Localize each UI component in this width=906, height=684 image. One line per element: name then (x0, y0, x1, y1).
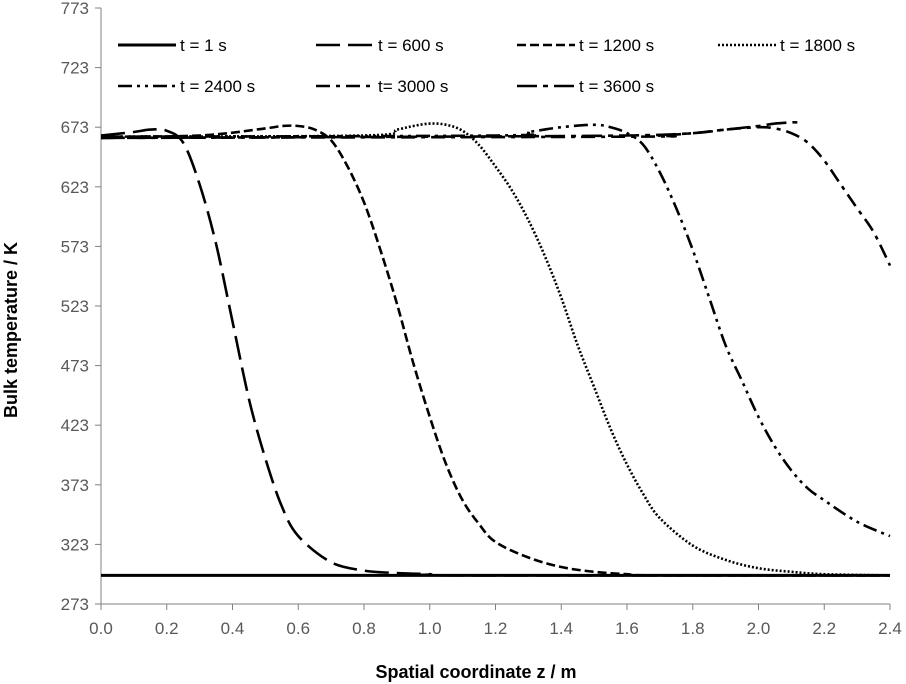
x-tick-label: 0.6 (286, 619, 310, 638)
legend-label-4: t = 2400 s (180, 77, 255, 96)
series-line-6 (100, 121, 799, 140)
x-tick-label: 0.2 (155, 619, 179, 638)
x-tick-label: 0.0 (89, 619, 113, 638)
y-tick-label: 623 (61, 178, 89, 197)
y-tick-label: 773 (61, 0, 89, 18)
y-tick-label: 523 (61, 297, 89, 316)
y-tick-label: 473 (61, 357, 89, 376)
y-axis-title: Bulk temperature / K (1, 242, 21, 418)
y-tick-label: 423 (61, 416, 89, 435)
x-axis-title: Spatial coordinate z / m (375, 662, 576, 682)
series-lines (100, 121, 892, 577)
legend: t = 1 s t = 600 s t = 1200 s t = 1800 s t = … (118, 36, 855, 96)
y-tick-label: 273 (61, 595, 89, 614)
axes (95, 7, 891, 610)
x-tick-label: 2.0 (747, 619, 771, 638)
x-tick-label: 2.2 (812, 619, 836, 638)
series-line-4 (100, 123, 891, 538)
y-tick-label: 373 (61, 476, 89, 495)
x-tick-label: 1.2 (484, 619, 508, 638)
legend-label-0: t = 1 s (180, 36, 227, 55)
y-tick-label: 723 (61, 59, 89, 78)
x-tick-label: 1.4 (549, 619, 573, 638)
legend-label-5: t= 3000 s (378, 77, 448, 96)
x-tick-label: 1.8 (681, 619, 705, 638)
legend-label-3: t = 1800 s (780, 36, 855, 55)
legend-label-2: t = 1200 s (579, 36, 654, 55)
y-tick-label: 573 (61, 237, 89, 256)
x-tick-label: 2.4 (878, 619, 902, 638)
x-tick-label: 1.6 (615, 619, 639, 638)
series-line-3 (100, 122, 891, 577)
x-tick-label: 0.4 (221, 619, 245, 638)
tick-labels: 273 323 373 423 473 523 573 623 673 723 773 0.0 0.2 0… (61, 0, 902, 638)
y-tick-label: 323 (61, 535, 89, 554)
series-line-5 (100, 125, 892, 267)
legend-label-6: t = 3600 s (579, 77, 654, 96)
y-tick-label: 673 (61, 118, 89, 137)
legend-label-1: t = 600 s (378, 36, 444, 55)
series-line-1 (100, 128, 891, 577)
x-tick-label: 0.8 (352, 619, 376, 638)
series-line-2 (100, 124, 891, 577)
x-tick-label: 1.0 (418, 619, 442, 638)
